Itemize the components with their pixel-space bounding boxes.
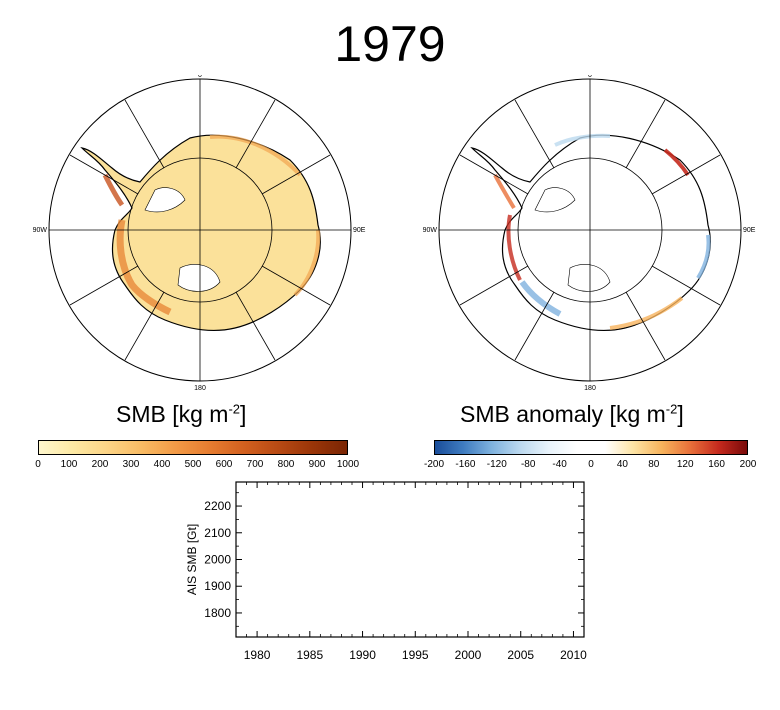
lon-label-90e: 90E [743,227,756,234]
smb-anomaly-map: 0 90W 90E 180 [423,75,756,392]
lon-label-180: 180 [194,385,206,392]
x-tick-label: 1995 [402,648,429,662]
colorbar-tick-label: -120 [486,459,507,470]
colorbar-tick-label: 200 [91,459,109,470]
colorbar-tick-label: 40 [616,459,628,470]
smb-anomaly-colorbar-title: SMB anomaly [kg m-2] [460,401,684,427]
x-tick-label: 2005 [507,648,534,662]
y-tick-label: 1800 [204,606,231,620]
colorbar-tick-label: -200 [423,459,445,470]
colorbar-tick-label: 300 [122,459,140,470]
y-tick-label: 2100 [204,526,231,540]
colorbar-tick-label: 500 [184,459,202,470]
colorbar-tick-label: 800 [277,459,295,470]
colorbar-tick-label: -40 [552,459,567,470]
colorbar-tick-label: 700 [246,459,264,470]
colorbar-tick-label: 0 [588,459,594,470]
plot-frame [235,481,585,638]
smb-colorbar [38,440,348,455]
colorbar-tick-label: -160 [455,459,476,470]
x-tick-label: 1980 [244,648,271,662]
x-tick-label: 2000 [455,648,482,662]
colorbar-tick-label: 600 [215,459,233,470]
colorbar-tick-label: 900 [308,459,326,470]
colorbar-tick-label: 80 [648,459,660,470]
x-tick-label: 2010 [560,648,587,662]
x-tick-label: 1990 [349,648,376,662]
colorbar-tick-label: 120 [676,459,694,470]
colorbar-tick-label: 400 [153,459,171,470]
lon-label-0: 0 [198,75,202,79]
lon-label-0: 0 [588,75,592,79]
lon-label-90e: 90E [353,227,366,234]
colorbar-tick-label: 1000 [336,459,360,470]
antarctica-smb-field [80,134,321,331]
y-tick-label: 1900 [204,579,231,593]
y-axis-label: AIS SMB [Gt] [185,524,199,595]
lon-label-180: 180 [584,385,596,392]
smb-colorbar-title: SMB [kg m-2] [116,401,247,427]
y-tick-label: 2200 [204,499,231,513]
ais-smb-timeseries: 1980 1985 1990 1995 2000 2005 2010 1800 1900 2000… [185,481,587,662]
colorbar-tick-label: 100 [60,459,78,470]
colorbar-tick-label: -80 [520,459,536,470]
colorbar-tick-label: 0 [35,459,41,470]
colorbar-tick-label: 160 [708,459,725,470]
y-tick-label: 2000 [204,553,231,567]
year-title: 1979 [334,16,446,72]
x-tick-label: 1985 [296,648,323,662]
colorbar-tick-label: 200 [739,459,757,470]
smb-anomaly-colorbar [434,440,748,455]
lon-label-90w: 90W [423,227,438,234]
antarctica-anomaly-field [470,134,711,331]
lon-label-90w: 90W [33,227,48,234]
smb-map: 0 90W 90E 180 [33,75,366,392]
